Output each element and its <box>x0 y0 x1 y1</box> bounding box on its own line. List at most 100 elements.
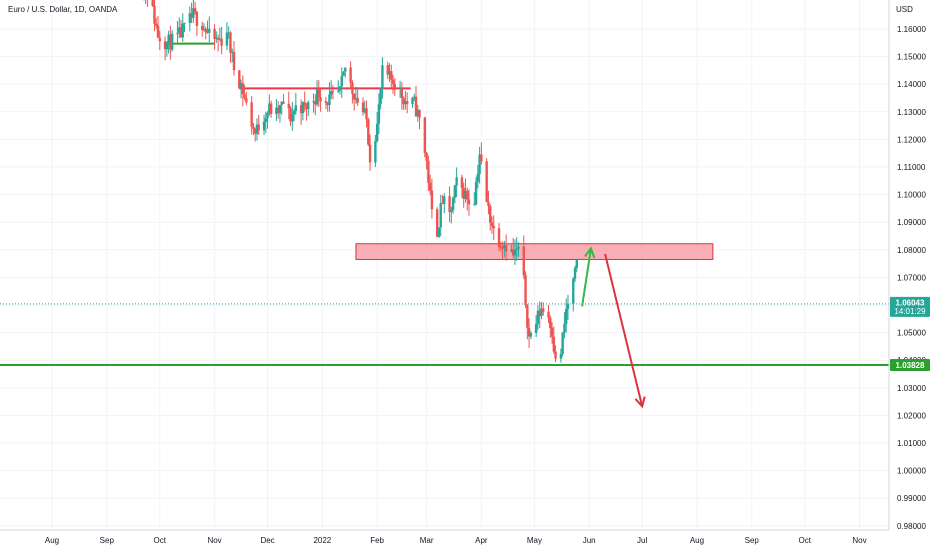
candle-body <box>515 248 518 250</box>
candle-body <box>436 209 439 237</box>
candle-body <box>352 93 356 100</box>
candle-body <box>195 11 199 26</box>
candle-body <box>317 89 321 98</box>
y-tick-label: 0.98000 <box>897 522 926 531</box>
candle-body <box>575 259 578 268</box>
candle-body <box>517 246 520 249</box>
candle-body <box>178 27 181 33</box>
candle-body <box>315 89 319 105</box>
candle-body <box>278 105 282 114</box>
candle-body <box>416 109 419 117</box>
candle-body <box>363 108 366 113</box>
candle-body <box>218 38 222 40</box>
arrows <box>581 246 646 409</box>
up-arrow <box>581 248 592 307</box>
candle-body <box>466 190 469 200</box>
candle-body <box>319 97 322 102</box>
candle-body <box>266 112 269 119</box>
candle-body <box>190 13 193 18</box>
candle-body <box>490 222 494 226</box>
support-label-bg <box>890 358 930 371</box>
candle-body <box>344 67 347 72</box>
candle-body <box>169 34 172 50</box>
candle-body <box>294 105 298 111</box>
candle-body <box>524 275 527 305</box>
candle-body <box>428 182 432 191</box>
countdown-value: 14:01:29 <box>894 307 926 316</box>
last-price-label-bg <box>890 296 930 317</box>
annotations <box>0 42 889 366</box>
candle-body <box>462 187 465 199</box>
candle-body <box>354 98 358 100</box>
candle-body <box>255 124 259 134</box>
candle-body <box>252 126 255 130</box>
candle-body <box>262 121 266 131</box>
candle-body <box>510 249 513 252</box>
down-arrow-head <box>634 396 646 409</box>
candle-body <box>282 101 285 104</box>
candle-body <box>460 177 464 188</box>
candle-body <box>264 118 268 122</box>
candle-body <box>227 32 230 34</box>
candle-body <box>413 96 416 98</box>
candle-body <box>573 267 577 279</box>
candle-body <box>301 102 305 114</box>
candle-body <box>427 160 430 183</box>
candle-body <box>200 25 204 30</box>
candle-body <box>241 83 245 95</box>
candle-body <box>329 91 333 95</box>
candle-body <box>176 32 179 34</box>
candle-body <box>155 23 158 26</box>
candle-body <box>229 32 232 53</box>
candle-body <box>181 23 184 38</box>
candles <box>143 0 578 363</box>
x-tick-label: Nov <box>207 536 221 545</box>
y-tick-label: 1.02000 <box>897 411 926 420</box>
candle-body <box>443 196 446 204</box>
candle-body <box>453 185 457 198</box>
candle-body <box>398 87 402 89</box>
candle-body <box>361 102 365 113</box>
candle-body <box>503 245 506 249</box>
candle-body <box>368 144 372 163</box>
candle-body <box>405 100 409 105</box>
x-tick-label: Oct <box>799 536 812 545</box>
candle-body <box>391 79 395 84</box>
candle-body <box>499 246 503 248</box>
candle-body <box>204 28 207 33</box>
x-tick-label: Jul <box>637 536 647 545</box>
y-tick-label: 1.05000 <box>897 329 926 338</box>
candle-body <box>513 249 517 256</box>
candle-body <box>489 206 492 223</box>
candle-body <box>179 27 183 38</box>
y-tick-label: 1.11000 <box>897 163 926 172</box>
candle-body <box>342 71 345 77</box>
candle-body <box>566 303 570 310</box>
candle-body <box>526 304 529 328</box>
candle-body <box>170 33 174 50</box>
y-tick-label: 1.16000 <box>897 25 926 34</box>
y-axis-unit: USD <box>896 5 913 14</box>
candle-body <box>250 102 253 127</box>
candle-body <box>448 196 451 213</box>
candle-body <box>299 105 303 114</box>
candle-body <box>529 332 533 337</box>
candle-body <box>356 98 359 103</box>
candle-body <box>151 0 154 6</box>
candle-body <box>338 86 342 91</box>
candle-body <box>193 8 197 12</box>
candle-body <box>423 117 427 153</box>
candle-body <box>425 152 428 161</box>
candle-body <box>375 123 379 142</box>
candle-body <box>386 65 389 75</box>
candle-body <box>527 327 531 337</box>
y-tick-label: 1.09000 <box>897 218 926 227</box>
candle-body <box>276 107 280 114</box>
y-tick-label: 1.08000 <box>897 246 926 255</box>
candle-body <box>522 246 525 276</box>
candle-body <box>206 32 209 34</box>
candle-body <box>542 308 545 312</box>
candle-body <box>254 129 257 134</box>
